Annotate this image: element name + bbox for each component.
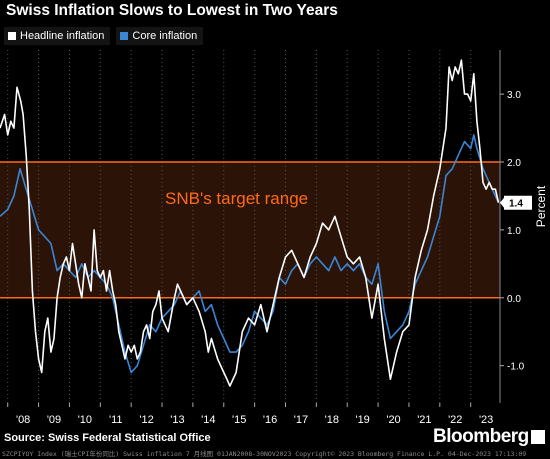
source-note: Source: Swiss Federal Statistical Office <box>4 432 211 444</box>
series-line-headline <box>0 59 500 387</box>
target-range-annotation: SNB's target range <box>165 189 308 208</box>
y-tick-label: -1.0 <box>507 362 525 373</box>
x-tick-label: '15 <box>232 414 246 426</box>
footer-note: SZCPIYOY Index (瑞士CPI年份同比) Swiss inflati… <box>2 450 527 458</box>
last-value-badge-pointer <box>500 197 504 208</box>
x-tick-label: '13 <box>170 414 184 426</box>
x-tick-label: '21 <box>417 414 431 426</box>
x-tick-label: '10 <box>78 414 92 426</box>
x-tick-label: '12 <box>139 414 153 426</box>
bloomberg-terminal-icon <box>531 430 545 444</box>
chart-title: Swiss Inflation Slows to Lowest in Two Y… <box>6 2 338 19</box>
x-tick-label: '22 <box>448 414 462 426</box>
legend-item-headline[interactable]: Headline inflation <box>4 27 111 45</box>
x-tick-label: '08 <box>16 414 30 426</box>
legend-label-headline: Headline inflation <box>20 30 105 42</box>
bloomberg-logo: Bloomberg <box>433 426 529 447</box>
x-tick-label: '18 <box>325 414 339 426</box>
x-tick-label: '19 <box>355 414 369 426</box>
x-tick-label: '14 <box>201 414 215 426</box>
y-tick-label: 3.0 <box>507 90 521 101</box>
x-tick-label: '11 <box>109 414 123 426</box>
x-tick-label: '09 <box>47 414 61 426</box>
legend-swatch-core <box>120 32 129 40</box>
y-tick-label: 1.0 <box>507 226 521 237</box>
legend-item-core[interactable]: Core inflation <box>116 27 204 45</box>
x-tick-label: '17 <box>294 414 308 426</box>
x-tick-label: '20 <box>386 414 400 426</box>
x-tick-label: '23 <box>479 414 493 426</box>
y-axis-title: Percent <box>534 185 548 227</box>
legend: Headline inflation Core inflation <box>4 26 204 46</box>
y-tick-label: 2.0 <box>507 158 521 169</box>
y-tick-label: 0.0 <box>507 294 521 305</box>
last-value-badge <box>504 195 532 210</box>
legend-label-core: Core inflation <box>132 30 198 42</box>
series-line-core <box>0 134 500 374</box>
x-tick-label: '16 <box>263 414 277 426</box>
last-value-label: 1.4 <box>509 199 523 210</box>
legend-swatch-headline <box>8 32 16 40</box>
